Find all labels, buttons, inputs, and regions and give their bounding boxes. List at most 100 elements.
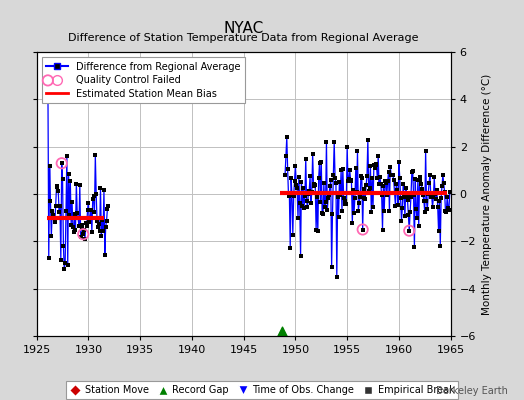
Point bbox=[313, 194, 321, 200]
Point bbox=[343, 144, 351, 150]
Point bbox=[297, 179, 305, 186]
Point bbox=[299, 185, 308, 191]
Point bbox=[291, 162, 300, 169]
Point bbox=[335, 179, 344, 185]
Point bbox=[377, 181, 385, 188]
Point bbox=[86, 215, 94, 222]
Point bbox=[396, 175, 404, 181]
Point bbox=[428, 204, 436, 210]
Point bbox=[405, 228, 413, 234]
Point bbox=[287, 175, 296, 181]
Point bbox=[51, 219, 59, 226]
Point bbox=[90, 192, 98, 199]
Point bbox=[63, 152, 71, 159]
Point bbox=[361, 196, 369, 202]
Point bbox=[101, 251, 109, 258]
Point bbox=[58, 160, 66, 166]
Point bbox=[95, 228, 104, 234]
Point bbox=[66, 178, 74, 184]
Point bbox=[365, 188, 373, 194]
Point bbox=[71, 227, 80, 233]
Point bbox=[298, 203, 307, 209]
Point bbox=[348, 220, 356, 226]
Point bbox=[431, 191, 439, 197]
Point bbox=[427, 194, 435, 200]
Point bbox=[94, 224, 102, 230]
Point bbox=[341, 198, 350, 204]
Point bbox=[397, 195, 405, 202]
Point bbox=[58, 176, 67, 182]
Point bbox=[346, 177, 355, 184]
Point bbox=[96, 185, 105, 192]
Point bbox=[339, 165, 347, 172]
Point bbox=[332, 180, 340, 186]
Point bbox=[59, 242, 68, 249]
Point bbox=[354, 207, 363, 214]
Point bbox=[400, 194, 408, 200]
Point bbox=[321, 198, 330, 205]
Point bbox=[366, 163, 375, 170]
Point bbox=[432, 196, 440, 202]
Point bbox=[381, 178, 389, 184]
Point bbox=[394, 202, 402, 208]
Point bbox=[445, 189, 454, 195]
Point bbox=[56, 203, 64, 209]
Point bbox=[43, 77, 52, 84]
Point bbox=[418, 186, 427, 192]
Point bbox=[417, 181, 425, 187]
Point bbox=[358, 226, 367, 233]
Point bbox=[92, 190, 101, 197]
Point bbox=[358, 226, 367, 233]
Point bbox=[293, 185, 301, 191]
Point bbox=[352, 165, 360, 171]
Point bbox=[345, 176, 353, 182]
Point bbox=[363, 173, 371, 180]
Point bbox=[357, 175, 366, 181]
Point bbox=[285, 191, 293, 197]
Point bbox=[45, 255, 53, 261]
Point bbox=[326, 183, 334, 189]
Point bbox=[314, 174, 323, 181]
Point bbox=[420, 198, 428, 205]
Point bbox=[93, 217, 101, 224]
Point bbox=[370, 165, 379, 171]
Point bbox=[79, 231, 88, 238]
Point bbox=[407, 193, 415, 200]
Point bbox=[281, 172, 289, 178]
Point bbox=[315, 160, 324, 166]
Point bbox=[409, 168, 417, 174]
Point bbox=[423, 206, 432, 212]
Point bbox=[99, 228, 107, 235]
Point bbox=[98, 216, 106, 223]
Point bbox=[408, 169, 416, 176]
Point bbox=[349, 186, 357, 193]
Point bbox=[416, 174, 424, 180]
Point bbox=[353, 189, 361, 196]
Text: Difference of Station Temperature Data from Regional Average: Difference of Station Temperature Data f… bbox=[69, 34, 419, 44]
Point bbox=[90, 209, 99, 216]
Point bbox=[444, 205, 452, 211]
Point bbox=[53, 184, 61, 190]
Point bbox=[309, 150, 317, 157]
Point bbox=[413, 214, 421, 221]
Point bbox=[413, 176, 422, 183]
Point bbox=[364, 136, 372, 143]
Point bbox=[384, 169, 392, 175]
Point bbox=[318, 210, 326, 216]
Point bbox=[422, 198, 431, 204]
Point bbox=[83, 206, 92, 213]
Point bbox=[78, 224, 86, 230]
Point bbox=[368, 175, 376, 182]
Point bbox=[324, 195, 332, 201]
Point bbox=[282, 153, 290, 160]
Point bbox=[385, 208, 394, 214]
Point bbox=[52, 183, 61, 190]
Point bbox=[336, 192, 344, 198]
Point bbox=[365, 184, 374, 191]
Point bbox=[382, 180, 390, 186]
Point bbox=[278, 329, 286, 336]
Point bbox=[425, 172, 434, 178]
Point bbox=[367, 209, 376, 215]
Point bbox=[94, 220, 103, 227]
Point bbox=[46, 198, 54, 205]
